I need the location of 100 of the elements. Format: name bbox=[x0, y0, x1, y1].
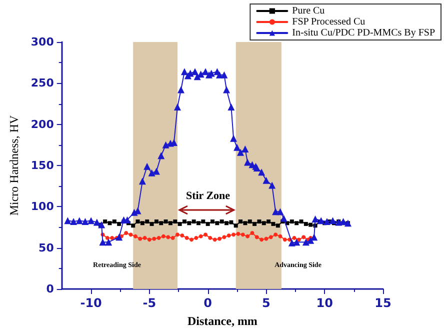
point bbox=[292, 236, 296, 240]
point bbox=[206, 222, 210, 226]
point bbox=[254, 235, 259, 240]
point bbox=[175, 232, 180, 237]
y-axis-title: Micro Hardness, HV bbox=[7, 115, 21, 216]
point bbox=[215, 221, 220, 226]
point bbox=[110, 236, 114, 240]
point bbox=[226, 233, 231, 238]
point bbox=[140, 221, 144, 226]
point bbox=[131, 224, 136, 228]
point bbox=[152, 236, 156, 241]
x-tick-label: -5 bbox=[142, 296, 156, 310]
legend-label: FSP Processed Cu bbox=[292, 16, 366, 28]
point bbox=[262, 221, 266, 226]
point bbox=[294, 221, 299, 226]
point bbox=[150, 222, 154, 226]
x-tick-label: 0 bbox=[204, 296, 212, 310]
point bbox=[147, 238, 152, 242]
point bbox=[204, 232, 208, 237]
point bbox=[232, 232, 236, 237]
point bbox=[257, 219, 262, 224]
point bbox=[268, 235, 273, 240]
point bbox=[105, 236, 110, 240]
point bbox=[189, 238, 194, 242]
legend-label: In-situ Cu/PDC PD-MMCs By FSP bbox=[292, 28, 436, 38]
point bbox=[266, 219, 271, 224]
x-tick-label: -10 bbox=[80, 296, 102, 310]
point bbox=[198, 234, 203, 238]
point bbox=[274, 232, 278, 237]
point bbox=[180, 233, 184, 238]
point bbox=[234, 224, 238, 228]
point bbox=[138, 236, 142, 241]
point bbox=[178, 222, 182, 226]
point bbox=[103, 219, 108, 224]
point bbox=[166, 235, 170, 240]
point bbox=[250, 231, 254, 236]
point bbox=[252, 222, 257, 226]
point bbox=[108, 221, 112, 226]
point bbox=[224, 221, 229, 226]
point bbox=[278, 234, 282, 238]
point bbox=[302, 235, 306, 240]
annotation: Stir Zone bbox=[186, 190, 230, 202]
y-tick-label: 100 bbox=[30, 200, 54, 214]
point bbox=[210, 219, 215, 224]
point bbox=[145, 219, 150, 224]
point bbox=[282, 238, 287, 242]
point bbox=[117, 222, 122, 226]
point bbox=[296, 238, 301, 242]
point bbox=[201, 219, 206, 224]
point bbox=[271, 222, 276, 226]
y-tick-label: 300 bbox=[30, 36, 54, 48]
point bbox=[220, 219, 224, 224]
point bbox=[133, 234, 138, 238]
point bbox=[260, 238, 264, 242]
point bbox=[236, 232, 240, 236]
point bbox=[142, 236, 147, 240]
point bbox=[290, 219, 294, 224]
point bbox=[156, 236, 161, 240]
point bbox=[208, 236, 212, 240]
point bbox=[229, 220, 234, 224]
point bbox=[136, 219, 140, 224]
x-tick-label: 15 bbox=[374, 296, 392, 310]
point bbox=[187, 221, 192, 226]
y-tick-label: 250 bbox=[30, 76, 54, 90]
point bbox=[164, 219, 168, 224]
y-tick-label: 50 bbox=[38, 241, 54, 254]
point bbox=[240, 232, 245, 237]
point bbox=[128, 232, 133, 237]
point bbox=[124, 231, 128, 236]
legend-label: Pure Cu bbox=[292, 6, 325, 16]
point bbox=[222, 235, 226, 240]
y-tick-label: 0 bbox=[46, 282, 54, 296]
point bbox=[304, 222, 308, 226]
point bbox=[218, 236, 222, 241]
point bbox=[170, 236, 175, 240]
x-axis-title: Distance, mm bbox=[187, 314, 258, 328]
point bbox=[161, 234, 166, 238]
point bbox=[168, 221, 172, 226]
point bbox=[248, 219, 252, 224]
point bbox=[276, 224, 280, 228]
point bbox=[308, 222, 313, 227]
point bbox=[192, 219, 196, 224]
point bbox=[212, 238, 217, 242]
point bbox=[173, 219, 178, 224]
y-tick-label: 150 bbox=[30, 159, 54, 172]
point bbox=[112, 219, 116, 224]
point bbox=[299, 219, 304, 224]
point bbox=[159, 221, 164, 226]
y-tick-label: 200 bbox=[30, 118, 54, 131]
x-tick-label: 5 bbox=[262, 296, 270, 310]
x-tick-label: 10 bbox=[316, 296, 333, 310]
point bbox=[194, 236, 198, 240]
point bbox=[184, 236, 189, 240]
point bbox=[246, 234, 250, 238]
point bbox=[154, 219, 158, 224]
point bbox=[238, 219, 243, 224]
point bbox=[243, 221, 248, 226]
point bbox=[196, 221, 200, 226]
point bbox=[264, 236, 268, 241]
point bbox=[182, 219, 186, 224]
